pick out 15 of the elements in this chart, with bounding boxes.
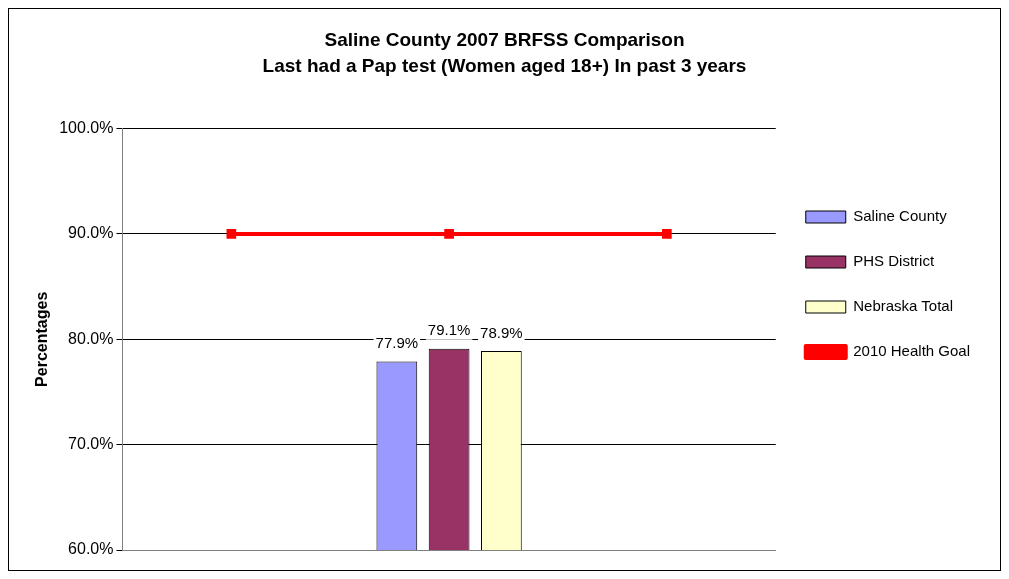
legend-label: PHS District	[853, 252, 935, 270]
y-tick-label: 60.0%	[68, 540, 114, 558]
y-tick-label: 80.0%	[68, 329, 114, 347]
chart-title: Saline County 2007 BRFSS Comparison	[324, 28, 685, 50]
y-axis-title: Percentages	[33, 291, 51, 387]
y-tick-label: 70.0%	[68, 435, 114, 453]
legend-label: Saline County	[853, 207, 948, 225]
legend-label: 2010 Health Goal	[853, 342, 970, 360]
data-label: 77.9%	[375, 334, 419, 352]
y-tick-label: 100.0%	[59, 119, 114, 137]
chart-subtitle: Last had a Pap test (Women aged 18+) In past 3 years	[262, 55, 747, 77]
data-label: 78.9%	[480, 323, 523, 341]
y-tick-label: 90.0%	[68, 224, 114, 242]
legend-label: Nebraska Total	[853, 297, 954, 315]
data-label: 79.1%	[427, 321, 471, 339]
